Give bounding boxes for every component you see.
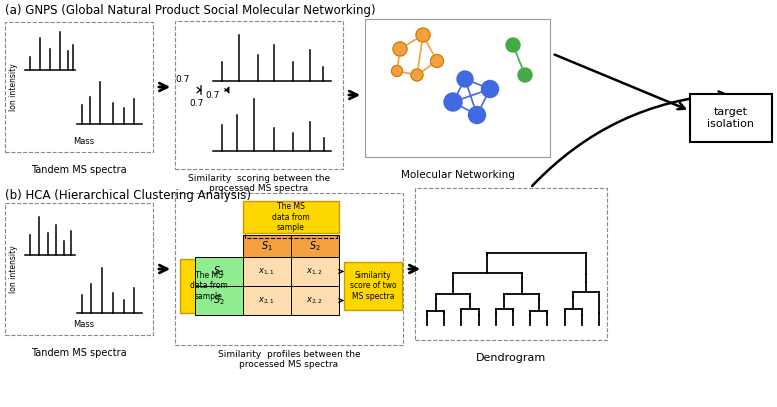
Text: Dendrogram: Dendrogram [476,353,546,363]
Bar [243,201,339,233]
Bar [415,188,607,340]
Text: 0.7: 0.7 [176,76,190,85]
Text: 0.7: 0.7 [190,98,204,107]
Bar [291,286,339,315]
Bar [243,235,291,257]
Text: Molecular Networking: Molecular Networking [401,170,514,180]
Bar [690,94,772,142]
Text: (b) HCA (Hierarchical Clustering Analysis): (b) HCA (Hierarchical Clustering Analysi… [5,189,251,202]
Text: Mass: Mass [74,320,95,329]
Bar [195,257,243,286]
Bar [365,19,550,157]
Text: $S_1$: $S_1$ [261,239,273,253]
Text: target
isolation: target isolation [708,107,754,129]
Text: $x_{1,2}$: $x_{1,2}$ [306,266,323,277]
Text: $S_1$: $S_1$ [213,265,225,278]
Text: $S_2$: $S_2$ [213,293,225,307]
Text: Ion intensity: Ion intensity [9,245,18,293]
Text: Mass: Mass [74,137,95,146]
Bar [175,21,343,169]
Bar [5,203,153,335]
Circle shape [457,71,473,87]
Circle shape [482,81,499,98]
Text: $x_{1,1}$: $x_{1,1}$ [259,266,276,277]
Text: Similarity  profiles between the
processed MS spectra: Similarity profiles between the processe… [218,350,361,370]
Bar [5,22,153,152]
Text: Similarity
score of two
MS spectra: Similarity score of two MS spectra [350,271,396,301]
Text: Ion intensity: Ion intensity [9,63,18,111]
Text: $x_{2,2}$: $x_{2,2}$ [306,295,323,306]
Circle shape [518,68,532,82]
Text: Tandem MS spectra: Tandem MS spectra [31,165,127,175]
Text: The MS
data from
sample: The MS data from sample [190,271,228,301]
Circle shape [416,28,430,42]
Text: $x_{2,1}$: $x_{2,1}$ [259,295,276,306]
Text: Tandem MS spectra: Tandem MS spectra [31,348,127,358]
Text: Similarity  scoring between the
processed MS spectra: Similarity scoring between the processed… [188,174,330,193]
Bar [175,193,403,345]
Text: The MS
data from
sample: The MS data from sample [272,202,310,232]
Circle shape [469,107,486,123]
Bar [195,286,243,315]
Bar [243,257,291,286]
Bar [344,262,402,310]
Text: 0.7: 0.7 [206,90,220,99]
Bar [243,286,291,315]
Circle shape [444,93,462,111]
Circle shape [392,66,402,77]
Text: (a) GNPS (Global Natural Product Social Molecular Networking): (a) GNPS (Global Natural Product Social … [5,4,375,17]
Bar [291,235,339,257]
Circle shape [393,42,407,56]
Circle shape [430,55,444,68]
Bar [180,259,238,313]
Circle shape [411,69,423,81]
Circle shape [506,38,520,52]
Text: $S_2$: $S_2$ [309,239,321,253]
Bar [291,257,339,286]
